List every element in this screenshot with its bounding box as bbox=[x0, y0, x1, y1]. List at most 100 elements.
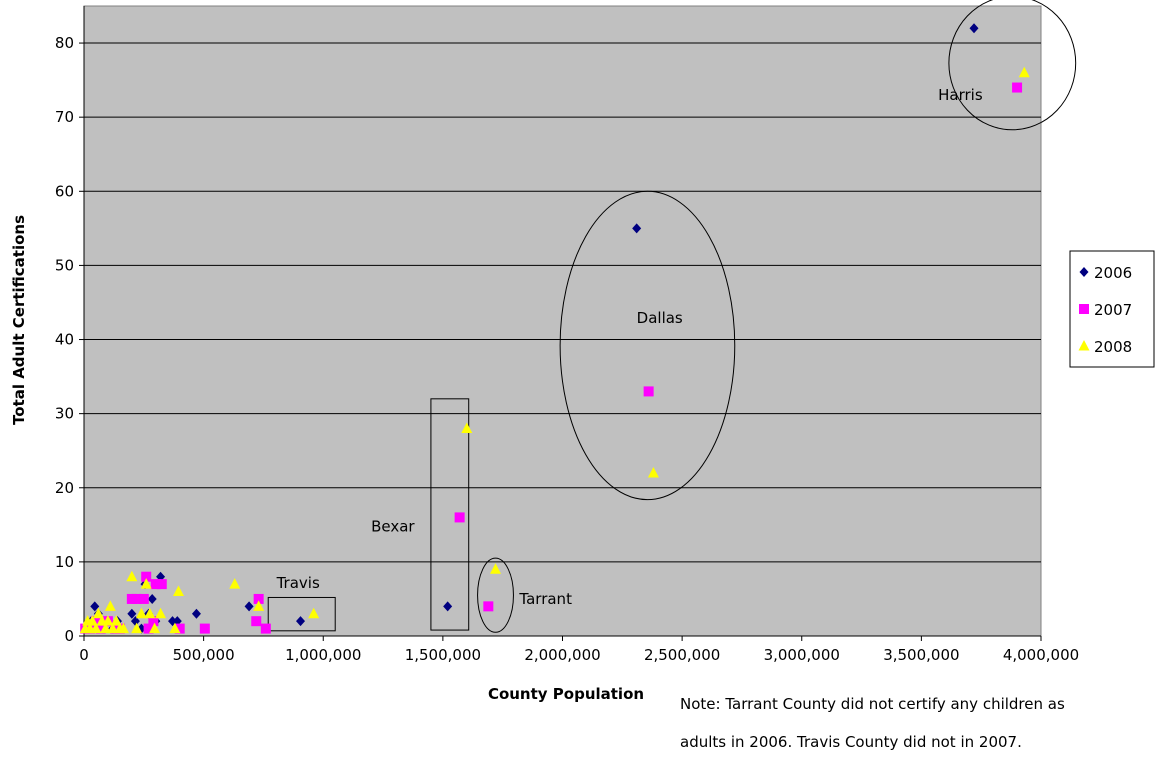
point-2006 bbox=[127, 608, 137, 619]
point-2006 bbox=[969, 23, 979, 34]
x-tick-label: 4,000,000 bbox=[1003, 646, 1079, 664]
footnote: Note: Tarrant County did not certify any… bbox=[680, 676, 1160, 771]
point-2008 bbox=[107, 622, 119, 634]
point-2006 bbox=[296, 616, 306, 627]
point-2008 bbox=[144, 607, 156, 619]
legend-label-2006: 2006 bbox=[1094, 264, 1132, 282]
point-2008 bbox=[461, 422, 473, 433]
legend: 2006 2007 2008 bbox=[1069, 250, 1155, 368]
y-tick-label: 0 bbox=[64, 627, 74, 645]
point-2008 bbox=[86, 615, 98, 626]
x-tick-label: 0 bbox=[79, 646, 89, 664]
y-tick-label: 30 bbox=[55, 405, 74, 423]
annotation-label-bexar: Bexar bbox=[371, 517, 415, 535]
point-2008 bbox=[117, 622, 129, 634]
point-2007 bbox=[1012, 82, 1023, 93]
x-axis-ticks: 0 500,000 1,000,000 1,500,000 2,000,000 2,500… bbox=[79, 636, 1079, 664]
legend-label-2008: 2008 bbox=[1094, 338, 1132, 356]
point-2008 bbox=[92, 607, 104, 619]
x-tick-label: 3,500,000 bbox=[883, 646, 959, 664]
point-2008 bbox=[308, 607, 320, 619]
legend-label-2007: 2007 bbox=[1094, 301, 1132, 319]
annotation-labels: Harris Dallas Bexar Tarrant Travis bbox=[276, 86, 983, 608]
y-axis-ticks: 0 10 20 30 40 50 60 70 80 bbox=[55, 34, 84, 645]
point-2008 bbox=[104, 600, 116, 611]
point-2006 bbox=[191, 608, 201, 619]
point-2006 bbox=[147, 593, 157, 604]
point-2007 bbox=[156, 579, 167, 590]
x-tick-label: 1,000,000 bbox=[285, 646, 361, 664]
annotation-box-travis bbox=[267, 596, 336, 632]
point-2007 bbox=[199, 623, 210, 634]
data-points bbox=[79, 23, 1030, 634]
point-2008 bbox=[647, 466, 659, 478]
point-2007 bbox=[143, 623, 154, 634]
legend-marker-2006 bbox=[1079, 267, 1089, 277]
footnote-line-1: Note: Tarrant County did not certify any… bbox=[680, 695, 1065, 713]
point-2007 bbox=[148, 616, 159, 627]
point-2008 bbox=[229, 578, 241, 589]
annotation-ellipse-harris bbox=[948, 0, 1077, 131]
point-2006 bbox=[632, 223, 642, 234]
point-2007 bbox=[253, 593, 264, 604]
x-tick-label: 3,000,000 bbox=[764, 646, 840, 664]
series-2008 bbox=[79, 66, 1030, 634]
y-tick-label: 60 bbox=[55, 182, 74, 200]
point-2008 bbox=[1018, 66, 1030, 78]
point-2008 bbox=[155, 607, 167, 619]
y-tick-label: 50 bbox=[55, 256, 74, 274]
point-2007 bbox=[95, 623, 106, 634]
point-2007 bbox=[260, 623, 271, 634]
annotation-shapes bbox=[267, 0, 1077, 633]
point-2008 bbox=[149, 622, 161, 634]
legend-marker-2008 bbox=[1078, 340, 1090, 351]
point-2007 bbox=[150, 579, 161, 590]
x-tick-label: 1,500,000 bbox=[405, 646, 481, 664]
scatter-chart: 0 500,000 1,000,000 1,500,000 2,000,000 2,500… bbox=[10, 0, 1155, 703]
point-2008 bbox=[100, 622, 112, 634]
point-2008 bbox=[131, 622, 143, 634]
y-tick-label: 70 bbox=[55, 108, 74, 126]
point-2008 bbox=[490, 563, 502, 574]
point-2007 bbox=[483, 601, 494, 612]
point-2007 bbox=[643, 386, 654, 397]
annotation-label-travis: Travis bbox=[276, 574, 320, 592]
y-tick-label: 20 bbox=[55, 479, 74, 497]
point-2007 bbox=[454, 512, 465, 523]
point-2006 bbox=[244, 601, 254, 612]
point-2007 bbox=[138, 593, 149, 604]
x-tick-label: 2,500,000 bbox=[644, 646, 720, 664]
legend-marker-2007 bbox=[1079, 304, 1089, 314]
y-tick-label: 80 bbox=[55, 34, 74, 52]
point-2008 bbox=[126, 570, 138, 582]
point-2006 bbox=[90, 601, 100, 612]
point-2008 bbox=[135, 607, 147, 619]
point-2008 bbox=[173, 585, 185, 597]
point-2006 bbox=[130, 616, 140, 627]
plot-area bbox=[83, 5, 1042, 637]
point-2007 bbox=[251, 616, 262, 627]
point-2008 bbox=[253, 600, 265, 611]
point-2007 bbox=[131, 593, 142, 604]
x-tick-label: 2,000,000 bbox=[524, 646, 600, 664]
point-2008 bbox=[140, 578, 152, 589]
y-tick-label: 40 bbox=[55, 331, 74, 349]
point-2006 bbox=[443, 601, 453, 612]
point-2007 bbox=[141, 571, 152, 582]
point-2007 bbox=[90, 616, 101, 627]
y-axis-title: Total Adult Certifications bbox=[10, 215, 28, 425]
point-2008 bbox=[102, 615, 114, 626]
x-axis-title: County Population bbox=[488, 685, 644, 703]
annotation-ellipse-dallas bbox=[559, 190, 736, 501]
annotation-ellipse-tarrant bbox=[477, 557, 514, 633]
point-2008 bbox=[169, 622, 181, 634]
annotation-box-bexar bbox=[430, 398, 470, 631]
x-tick-label: 500,000 bbox=[173, 646, 235, 664]
y-tick-label: 10 bbox=[55, 553, 74, 571]
annotation-label-tarrant: Tarrant bbox=[518, 590, 572, 608]
point-2007 bbox=[174, 623, 185, 634]
annotation-label-harris: Harris bbox=[938, 86, 983, 104]
point-2008 bbox=[90, 622, 102, 634]
footnote-line-2: adults in 2006. Travis County did not in… bbox=[680, 733, 1022, 751]
point-2008 bbox=[110, 615, 122, 626]
